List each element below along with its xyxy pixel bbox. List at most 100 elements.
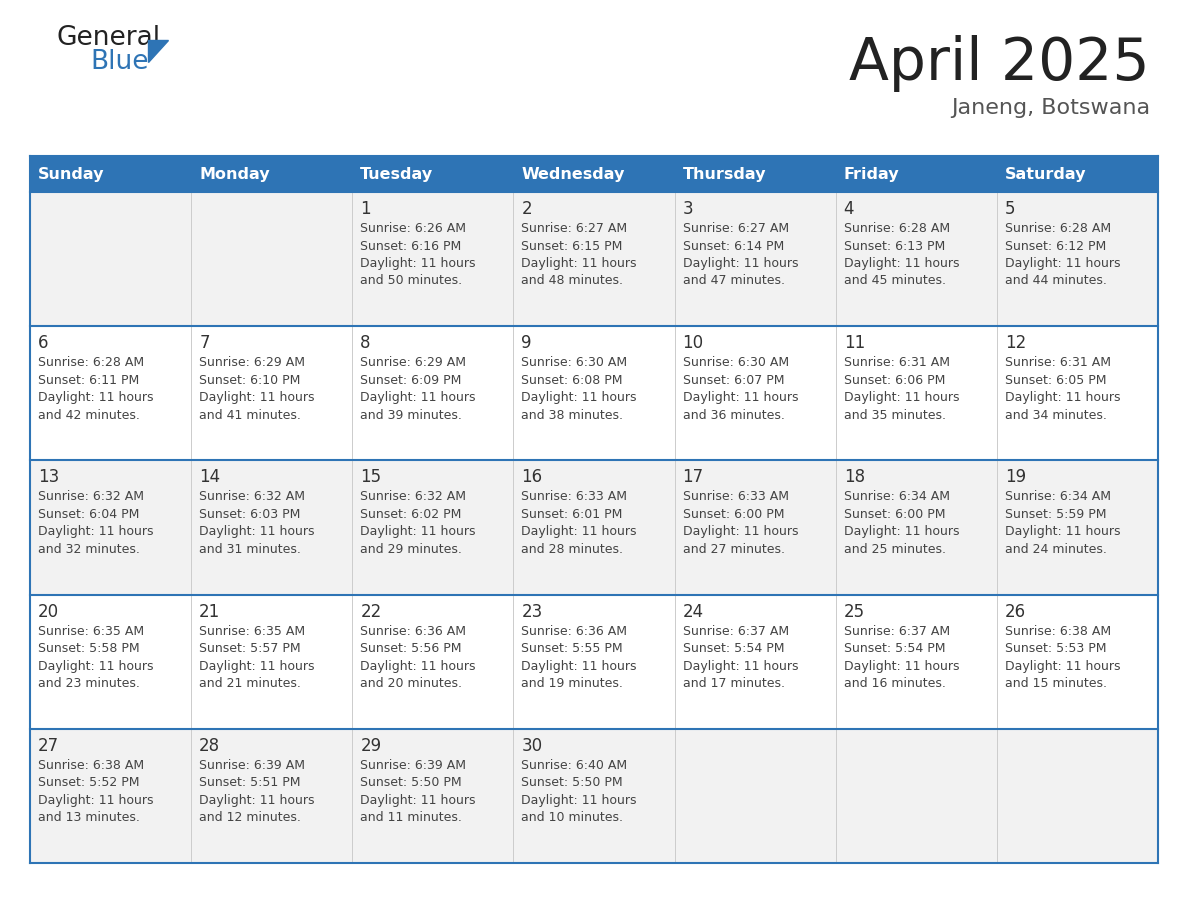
Text: 21: 21 — [200, 602, 221, 621]
Text: Sunrise: 6:35 AM: Sunrise: 6:35 AM — [38, 624, 144, 638]
Bar — [30, 729, 1158, 863]
Text: Sunset: 5:55 PM: Sunset: 5:55 PM — [522, 642, 623, 655]
Text: and 34 minutes.: and 34 minutes. — [1005, 409, 1107, 421]
Text: Daylight: 11 hours: Daylight: 11 hours — [683, 525, 798, 538]
Text: 25: 25 — [843, 602, 865, 621]
Text: Sunrise: 6:33 AM: Sunrise: 6:33 AM — [522, 490, 627, 503]
Text: Sunrise: 6:37 AM: Sunrise: 6:37 AM — [843, 624, 950, 638]
Text: and 23 minutes.: and 23 minutes. — [38, 677, 140, 690]
Text: and 36 minutes.: and 36 minutes. — [683, 409, 784, 421]
Text: Sunrise: 6:34 AM: Sunrise: 6:34 AM — [1005, 490, 1111, 503]
Text: 24: 24 — [683, 602, 703, 621]
Text: Janeng, Botswana: Janeng, Botswana — [950, 98, 1150, 118]
Text: Daylight: 11 hours: Daylight: 11 hours — [843, 660, 959, 673]
Text: Daylight: 11 hours: Daylight: 11 hours — [843, 391, 959, 404]
Text: Wednesday: Wednesday — [522, 166, 625, 182]
Text: 4: 4 — [843, 200, 854, 218]
Text: and 16 minutes.: and 16 minutes. — [843, 677, 946, 690]
Text: Daylight: 11 hours: Daylight: 11 hours — [1005, 257, 1120, 270]
Text: Sunrise: 6:28 AM: Sunrise: 6:28 AM — [38, 356, 144, 369]
Text: Sunset: 5:53 PM: Sunset: 5:53 PM — [1005, 642, 1106, 655]
Text: Sunrise: 6:39 AM: Sunrise: 6:39 AM — [200, 759, 305, 772]
Text: 27: 27 — [38, 737, 59, 755]
Text: 15: 15 — [360, 468, 381, 487]
Text: Daylight: 11 hours: Daylight: 11 hours — [200, 794, 315, 807]
Text: and 20 minutes.: and 20 minutes. — [360, 677, 462, 690]
Text: Sunset: 6:00 PM: Sunset: 6:00 PM — [683, 508, 784, 521]
Text: 1: 1 — [360, 200, 371, 218]
Text: 3: 3 — [683, 200, 693, 218]
Text: 22: 22 — [360, 602, 381, 621]
Text: Daylight: 11 hours: Daylight: 11 hours — [38, 660, 153, 673]
Text: Daylight: 11 hours: Daylight: 11 hours — [683, 391, 798, 404]
Text: Daylight: 11 hours: Daylight: 11 hours — [38, 391, 153, 404]
Text: Sunrise: 6:29 AM: Sunrise: 6:29 AM — [360, 356, 466, 369]
Text: Sunrise: 6:30 AM: Sunrise: 6:30 AM — [683, 356, 789, 369]
Text: and 21 minutes.: and 21 minutes. — [200, 677, 301, 690]
Text: 16: 16 — [522, 468, 543, 487]
Text: and 29 minutes.: and 29 minutes. — [360, 543, 462, 556]
Text: 23: 23 — [522, 602, 543, 621]
Text: Sunrise: 6:36 AM: Sunrise: 6:36 AM — [522, 624, 627, 638]
Text: and 27 minutes.: and 27 minutes. — [683, 543, 784, 556]
Text: 13: 13 — [38, 468, 59, 487]
Text: and 13 minutes.: and 13 minutes. — [38, 812, 140, 824]
Text: Sunrise: 6:30 AM: Sunrise: 6:30 AM — [522, 356, 627, 369]
Text: Sunset: 5:50 PM: Sunset: 5:50 PM — [360, 777, 462, 789]
Text: Daylight: 11 hours: Daylight: 11 hours — [360, 257, 475, 270]
Text: Sunset: 5:50 PM: Sunset: 5:50 PM — [522, 777, 623, 789]
Text: Sunset: 5:59 PM: Sunset: 5:59 PM — [1005, 508, 1106, 521]
Text: Sunset: 6:16 PM: Sunset: 6:16 PM — [360, 240, 461, 252]
Text: 8: 8 — [360, 334, 371, 353]
Text: Sunset: 6:07 PM: Sunset: 6:07 PM — [683, 374, 784, 386]
Text: and 42 minutes.: and 42 minutes. — [38, 409, 140, 421]
Text: Daylight: 11 hours: Daylight: 11 hours — [843, 257, 959, 270]
Text: Daylight: 11 hours: Daylight: 11 hours — [522, 794, 637, 807]
Text: Sunrise: 6:28 AM: Sunrise: 6:28 AM — [1005, 222, 1111, 235]
Text: Daylight: 11 hours: Daylight: 11 hours — [200, 391, 315, 404]
Text: Sunset: 5:57 PM: Sunset: 5:57 PM — [200, 642, 301, 655]
Text: Sunset: 6:13 PM: Sunset: 6:13 PM — [843, 240, 944, 252]
Text: 19: 19 — [1005, 468, 1026, 487]
Text: 20: 20 — [38, 602, 59, 621]
Text: Sunrise: 6:38 AM: Sunrise: 6:38 AM — [38, 759, 144, 772]
Text: Daylight: 11 hours: Daylight: 11 hours — [360, 794, 475, 807]
Text: 29: 29 — [360, 737, 381, 755]
Text: 10: 10 — [683, 334, 703, 353]
Text: Sunrise: 6:26 AM: Sunrise: 6:26 AM — [360, 222, 466, 235]
Text: Sunrise: 6:37 AM: Sunrise: 6:37 AM — [683, 624, 789, 638]
Text: Sunrise: 6:39 AM: Sunrise: 6:39 AM — [360, 759, 466, 772]
Text: Sunset: 5:54 PM: Sunset: 5:54 PM — [843, 642, 946, 655]
Text: Sunset: 6:01 PM: Sunset: 6:01 PM — [522, 508, 623, 521]
Text: Sunset: 6:04 PM: Sunset: 6:04 PM — [38, 508, 139, 521]
Text: 5: 5 — [1005, 200, 1016, 218]
Text: and 38 minutes.: and 38 minutes. — [522, 409, 624, 421]
Text: Sunrise: 6:29 AM: Sunrise: 6:29 AM — [200, 356, 305, 369]
Text: and 28 minutes.: and 28 minutes. — [522, 543, 624, 556]
Text: and 10 minutes.: and 10 minutes. — [522, 812, 624, 824]
Text: Sunrise: 6:31 AM: Sunrise: 6:31 AM — [843, 356, 949, 369]
Text: Daylight: 11 hours: Daylight: 11 hours — [843, 525, 959, 538]
Text: Monday: Monday — [200, 166, 270, 182]
Text: and 24 minutes.: and 24 minutes. — [1005, 543, 1107, 556]
Text: Sunset: 6:12 PM: Sunset: 6:12 PM — [1005, 240, 1106, 252]
Text: 2: 2 — [522, 200, 532, 218]
Bar — [30, 595, 1158, 729]
Text: 26: 26 — [1005, 602, 1026, 621]
Text: Sunset: 5:54 PM: Sunset: 5:54 PM — [683, 642, 784, 655]
Text: Sunday: Sunday — [38, 166, 105, 182]
Text: Sunrise: 6:27 AM: Sunrise: 6:27 AM — [522, 222, 627, 235]
Text: Tuesday: Tuesday — [360, 166, 434, 182]
Text: Sunrise: 6:31 AM: Sunrise: 6:31 AM — [1005, 356, 1111, 369]
Text: Sunset: 6:03 PM: Sunset: 6:03 PM — [200, 508, 301, 521]
Text: and 39 minutes.: and 39 minutes. — [360, 409, 462, 421]
Text: 17: 17 — [683, 468, 703, 487]
Text: Daylight: 11 hours: Daylight: 11 hours — [360, 525, 475, 538]
Text: and 47 minutes.: and 47 minutes. — [683, 274, 784, 287]
Text: Thursday: Thursday — [683, 166, 766, 182]
Text: Sunset: 6:05 PM: Sunset: 6:05 PM — [1005, 374, 1106, 386]
Text: and 44 minutes.: and 44 minutes. — [1005, 274, 1107, 287]
Text: Sunset: 6:06 PM: Sunset: 6:06 PM — [843, 374, 946, 386]
Text: Daylight: 11 hours: Daylight: 11 hours — [360, 391, 475, 404]
Text: 30: 30 — [522, 737, 543, 755]
